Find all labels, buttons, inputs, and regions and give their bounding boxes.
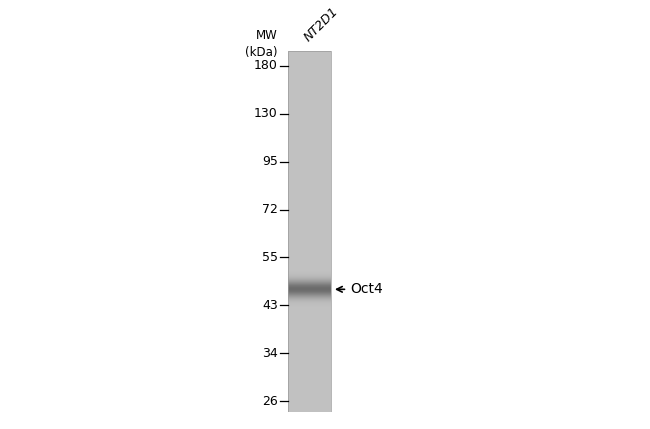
Text: 72: 72 <box>262 203 278 216</box>
Text: MW: MW <box>256 30 278 42</box>
Text: (kDa): (kDa) <box>245 45 278 59</box>
Text: 95: 95 <box>262 155 278 168</box>
Bar <box>288 51 331 412</box>
Text: 130: 130 <box>254 107 278 120</box>
Text: 180: 180 <box>254 59 278 73</box>
Text: 43: 43 <box>262 299 278 312</box>
Text: 34: 34 <box>262 347 278 360</box>
Text: 26: 26 <box>262 395 278 408</box>
Text: 55: 55 <box>262 251 278 264</box>
Text: Oct4: Oct4 <box>350 282 382 296</box>
Text: NT2D1: NT2D1 <box>302 5 341 44</box>
